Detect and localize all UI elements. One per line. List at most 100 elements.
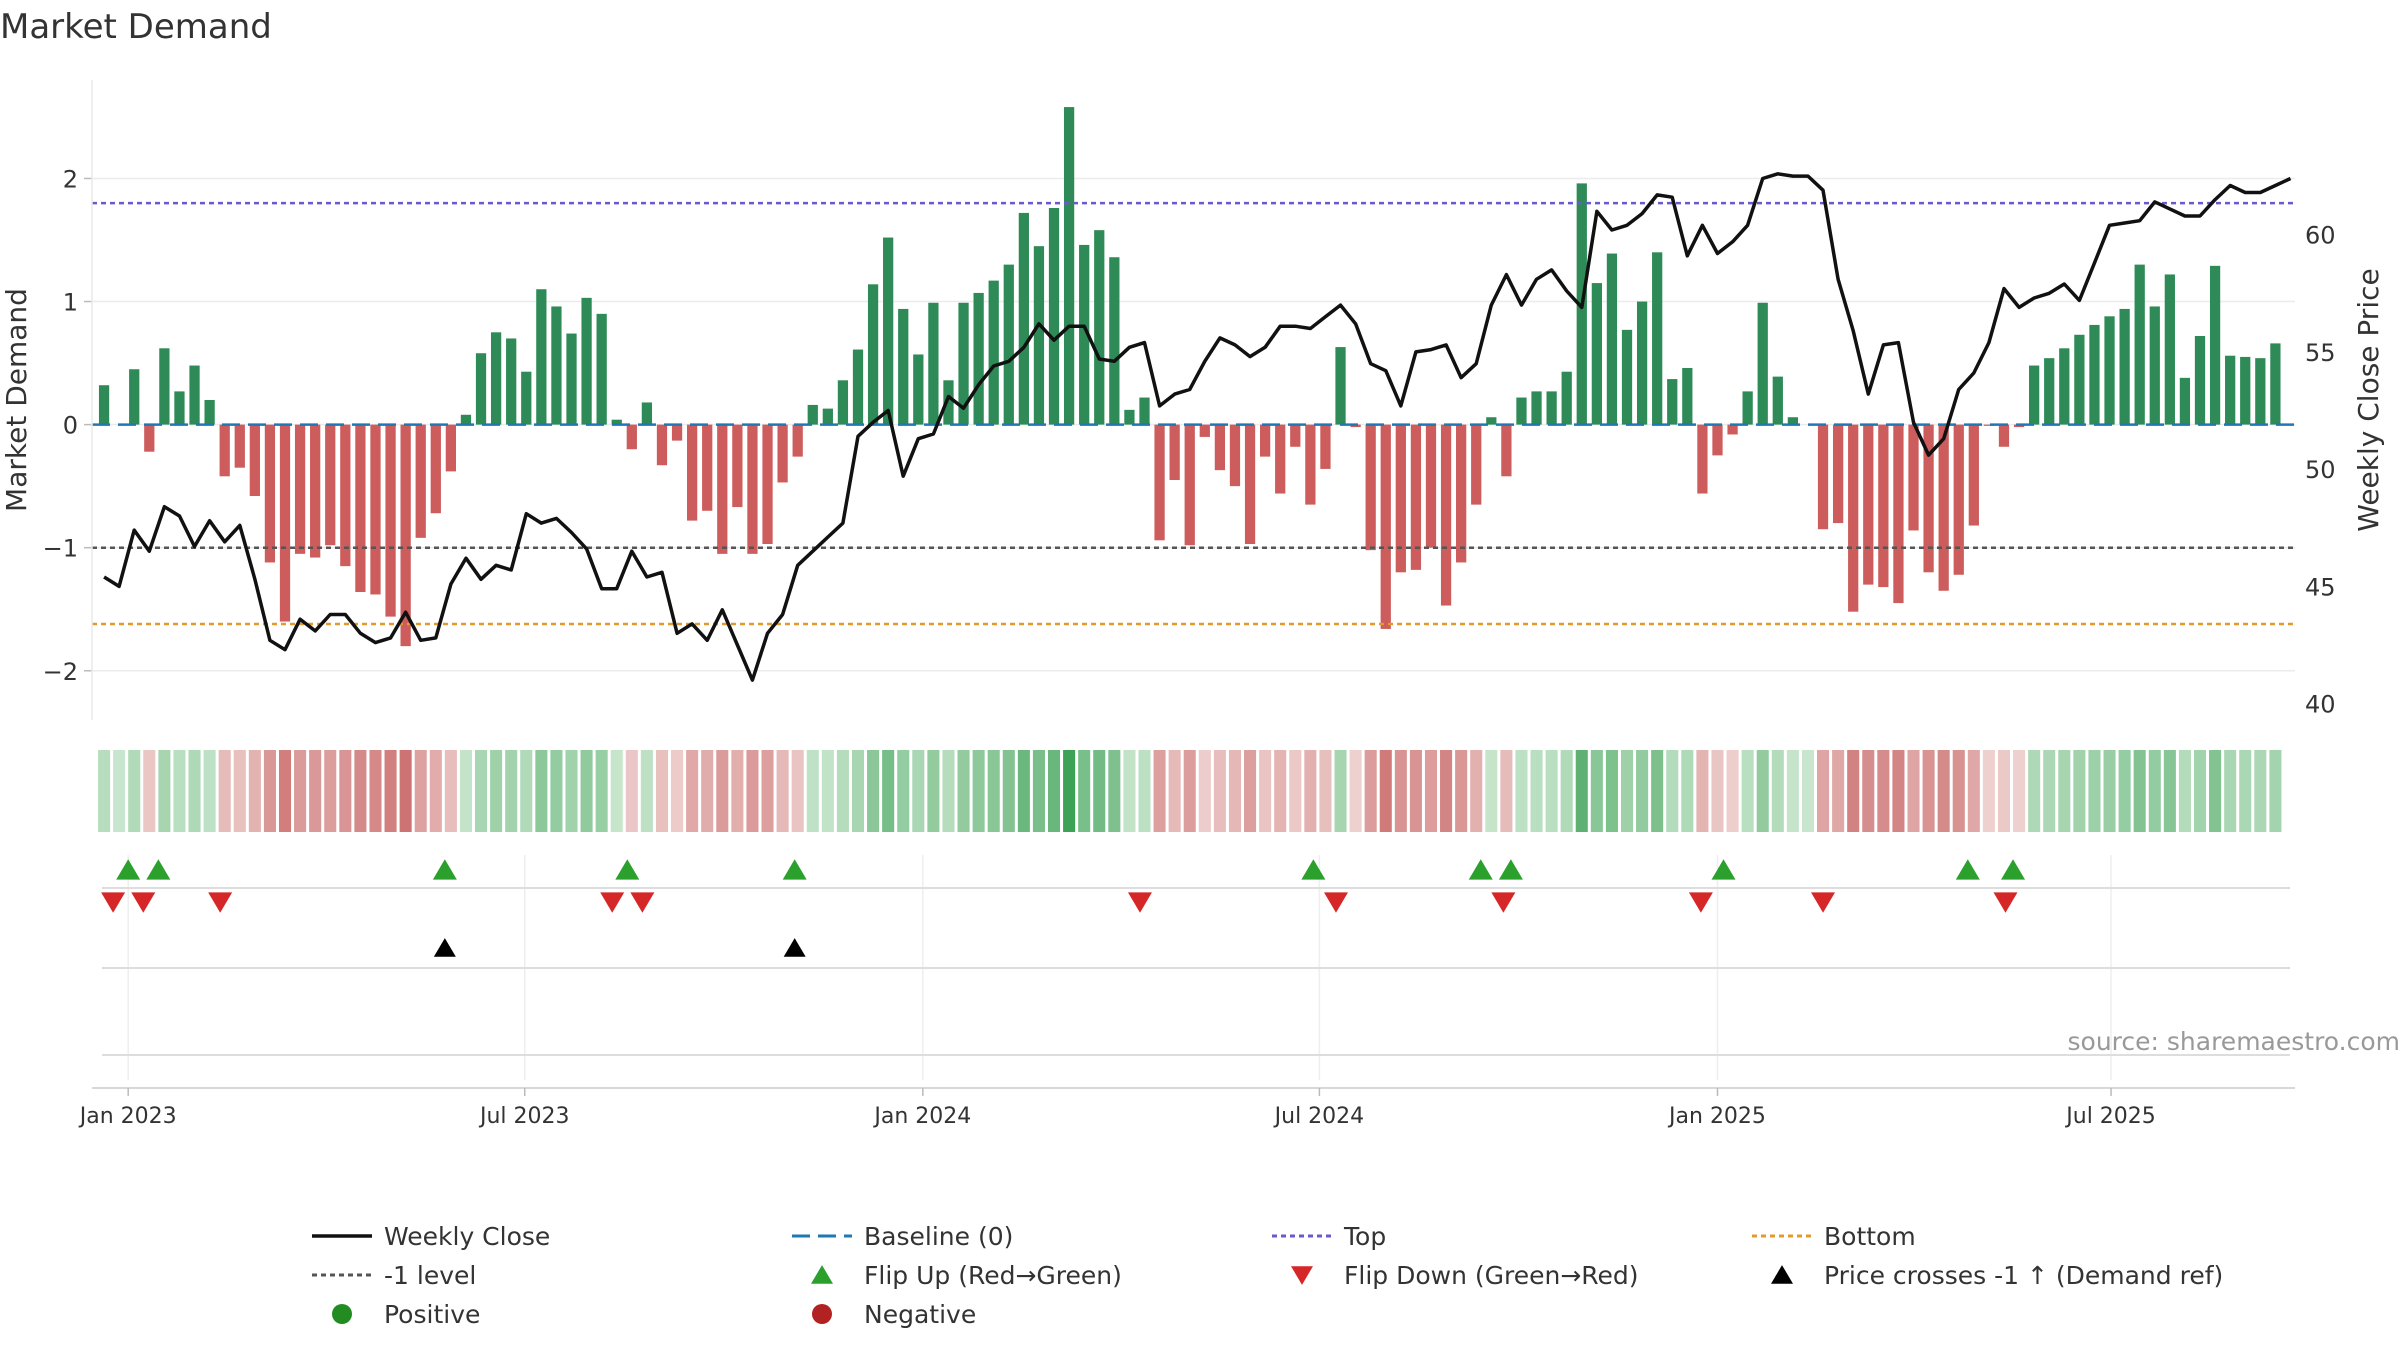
demand-bar (1048, 208, 1060, 425)
heat-cell (882, 750, 895, 832)
legend-item: Negative (812, 1300, 976, 1329)
demand-bar (596, 313, 607, 425)
price-cross-marker (433, 938, 456, 957)
demand-bar (2270, 343, 2281, 425)
demand-bar (1229, 424, 1241, 487)
heat-cell (1967, 750, 1980, 832)
heat-cell (1666, 750, 1679, 832)
flip-up-marker (1498, 859, 1523, 880)
demand-bar (460, 414, 472, 425)
legend-item: Weekly Close (312, 1222, 550, 1251)
y-left-tick-label: 0 (63, 412, 78, 440)
demand-bar (1320, 424, 1331, 469)
demand-bar (702, 424, 713, 511)
heat-cell (1424, 750, 1438, 832)
legend-swatch-triangle-down (1291, 1266, 1313, 1285)
demand-bar (626, 424, 637, 450)
demand-bar (2164, 274, 2175, 425)
chart-title: Market Demand (0, 7, 272, 47)
heat-cell (248, 750, 261, 832)
demand-bar (1893, 424, 1904, 604)
demand-bar (1214, 424, 1226, 471)
heat-cell (399, 750, 412, 832)
demand-bar (1063, 107, 1075, 425)
demand-bar (1109, 257, 1120, 425)
demand-bar (1259, 424, 1271, 457)
legend: Weekly Close Baseline (0) Top Bottom -1 leve… (312, 1222, 2223, 1329)
demand-bar (1169, 424, 1180, 480)
demand-bar (611, 419, 622, 425)
heat-cell (128, 750, 141, 832)
heat-cell (2028, 750, 2041, 832)
heat-cell (444, 750, 457, 832)
heat-cell (218, 750, 231, 832)
demand-bar (747, 424, 758, 554)
flip-down-marker (630, 892, 655, 913)
demand-bar (1305, 424, 1316, 505)
heat-cell (1817, 750, 1830, 832)
y-left-tick-label: 1 (63, 289, 78, 317)
flip-down-marker (208, 892, 233, 913)
demand-bar (1591, 283, 1602, 425)
demand-bar (174, 391, 185, 425)
heat-cell (2148, 750, 2161, 832)
demand-bar (490, 332, 502, 425)
heat-cell (2178, 750, 2191, 832)
flip-down-marker (1127, 892, 1152, 913)
flip-down-marker (1323, 892, 1348, 913)
demand-bar (581, 297, 592, 425)
legend-label: -1 level (384, 1261, 476, 1290)
demand-bar (1275, 424, 1286, 494)
demand-bar (1636, 301, 1648, 425)
heat-cell (791, 750, 804, 832)
demand-bar (1953, 424, 1964, 575)
demand-bar (1923, 424, 1934, 573)
flip-down-marker (1688, 892, 1713, 913)
demand-bar (1682, 368, 1693, 425)
demand-bar (1440, 424, 1452, 606)
demand-bar (2225, 355, 2236, 425)
demand-bar (385, 424, 396, 617)
heat-cell (1636, 750, 1649, 832)
demand-bar (2119, 308, 2130, 425)
demand-bar (279, 424, 291, 622)
flip-up-marker (615, 859, 640, 880)
demand-bar (340, 424, 351, 567)
heat-cell (1862, 750, 1875, 832)
heat-cell (1153, 750, 1166, 832)
flip-up-marker (2001, 859, 2026, 880)
demand-bar (1003, 264, 1014, 425)
heat-cell (2239, 750, 2252, 832)
demand-bar (898, 308, 909, 425)
heat-cell (1560, 750, 1573, 832)
heat-cell (1334, 750, 1347, 832)
flip-up-marker (1955, 859, 1980, 880)
legend-item: Flip Up (Red→Green) (811, 1261, 1122, 1290)
demand-bar (1380, 424, 1391, 629)
heat-cell (1620, 750, 1634, 832)
heat-cell (1394, 750, 1407, 832)
legend-label: Flip Up (Red→Green) (864, 1261, 1122, 1290)
demand-bar (988, 280, 999, 425)
flip-up-marker (1711, 859, 1736, 880)
legend-item: Flip Down (Green→Red) (1291, 1261, 1639, 1290)
heat-cell (1213, 750, 1226, 832)
flip-up-marker (1468, 859, 1493, 880)
demand-bar (370, 424, 381, 595)
heat-cell (1545, 750, 1558, 832)
demand-bar (1033, 246, 1045, 425)
demand-bar (867, 284, 879, 425)
demand-bar (671, 424, 683, 441)
heat-cell (1832, 750, 1845, 832)
heat-cell (1259, 750, 1272, 832)
demand-bar (234, 424, 245, 468)
heat-cell (173, 750, 186, 832)
heat-cell (942, 750, 955, 832)
heat-cell (354, 750, 367, 832)
flip-down-marker (101, 892, 126, 913)
demand-bar (445, 424, 457, 472)
demand-bar (943, 380, 954, 425)
demand-bar (310, 424, 321, 558)
demand-bar (1184, 424, 1195, 546)
